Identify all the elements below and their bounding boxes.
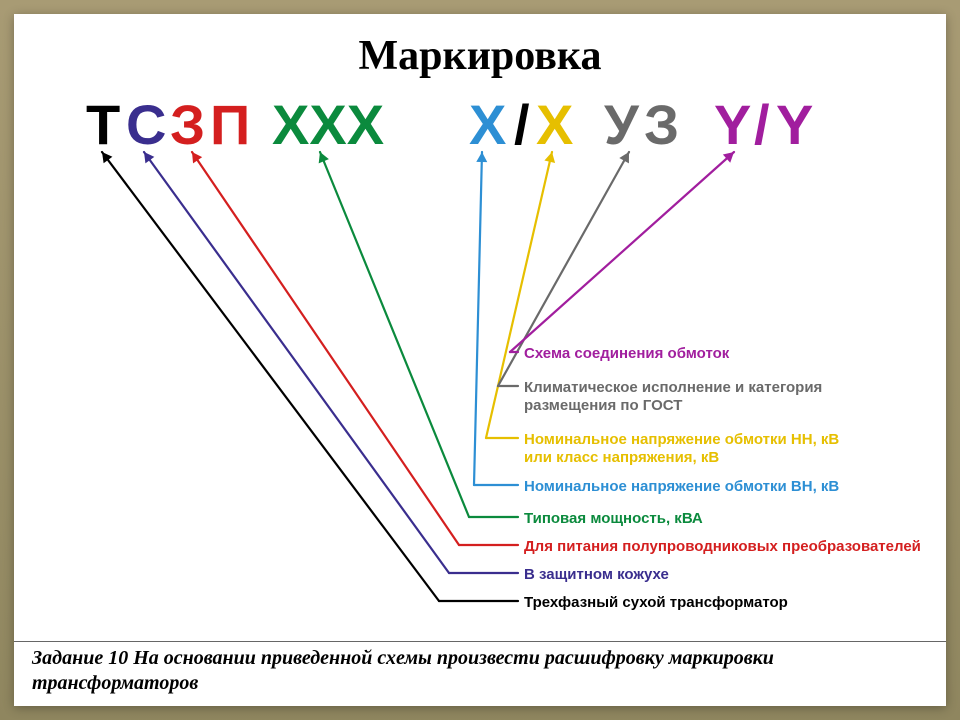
legend-label: Типовая мощность, кВА: [524, 510, 703, 527]
legend-arrow-line: [192, 152, 459, 545]
code-letter: У: [604, 93, 640, 156]
legend-arrow-line: [144, 152, 449, 573]
legend-arrow-line: [102, 152, 439, 601]
legend-arrow-line: [474, 152, 482, 485]
slide-frame: Маркировка ТСЗПХХХХ/ХУЗY/Y Трехфазный су…: [0, 0, 960, 720]
legend-label: Номинальное напряжение обмотки ВН, кВ: [524, 478, 839, 495]
marking-diagram: ТСЗПХХХХ/ХУЗY/Y Трехфазный сухой трансфо…: [14, 14, 946, 706]
code-letter: Х: [536, 93, 573, 156]
code-letter: /: [754, 93, 770, 156]
code-letter: П: [210, 93, 250, 156]
task-footer: Задание 10 На основании приведенной схем…: [14, 641, 946, 696]
legend-label: Климатическое исполнение и категорияразм…: [524, 379, 822, 414]
code-row: ТСЗПХХХХ/ХУЗY/Y: [86, 93, 813, 156]
legend-label: В защитном кожухе: [524, 566, 669, 583]
code-letter: Y: [776, 93, 813, 156]
code-letter: З: [170, 93, 205, 156]
legend-labels: Трехфазный сухой трансформатор В защитном…: [524, 345, 921, 611]
legend-arrow-line: [510, 152, 734, 352]
legend-arrows: [102, 152, 734, 601]
legend-label: Схема соединения обмоток: [524, 345, 730, 362]
code-letter: Х: [469, 93, 506, 156]
legend-label: Номинальное напряжение обмотки НН, кВили…: [524, 431, 839, 466]
code-letter: Т: [86, 93, 120, 156]
legend-label: Трехфазный сухой трансформатор: [524, 594, 788, 611]
legend-arrow-line: [320, 152, 469, 517]
legend-label: Для питания полупроводниковых преобразов…: [524, 538, 921, 555]
code-letter: З: [644, 93, 679, 156]
code-letter: Y: [714, 93, 751, 156]
slide-sheet: Маркировка ТСЗПХХХХ/ХУЗY/Y Трехфазный су…: [14, 14, 946, 706]
code-letter: /: [514, 93, 530, 156]
code-letter: С: [126, 93, 166, 156]
code-letter: ХХХ: [272, 93, 384, 156]
